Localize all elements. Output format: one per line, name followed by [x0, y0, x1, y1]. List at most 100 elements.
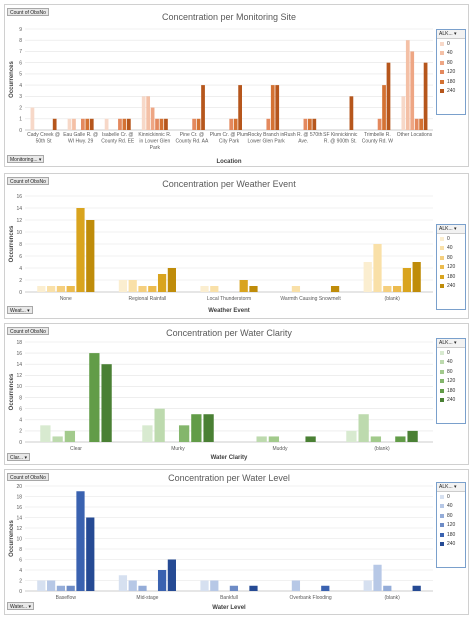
chart-monitoring-site: Concentration per Monitoring Site 0 1 2 3 4 5 6… [9, 12, 433, 165]
bar [85, 118, 90, 130]
bar [128, 280, 137, 292]
legend-label: 40 [447, 50, 453, 57]
legend-entry: 80 [437, 58, 465, 68]
legend-label: 40 [447, 503, 453, 510]
bar [56, 585, 66, 591]
legend-entry: 0 [437, 39, 465, 49]
legend-label: 0 [447, 40, 450, 47]
y-tick-label: 2 [19, 278, 22, 284]
legend-label: 180 [447, 273, 456, 280]
legend-label: 0 [447, 493, 450, 500]
count-field-button[interactable]: Count of ObsNo [7, 327, 49, 335]
bar [401, 96, 406, 130]
y-tick-label: 18 [16, 494, 22, 500]
bar [210, 286, 219, 292]
legend-filter-header[interactable]: ALK... ▾ [437, 483, 465, 492]
legend-entry: 0 [437, 234, 465, 244]
x-tick-label: None [60, 296, 72, 302]
legend-swatch [440, 542, 444, 547]
legend-entry: 180 [437, 530, 465, 540]
legend-swatch [440, 369, 444, 374]
chart-panel-water-level: Count of ObsNo Concentration per Water L… [4, 469, 469, 615]
x-tick-label: Warmth Causing Snowmelt [280, 296, 341, 302]
bar [256, 436, 267, 442]
bar [30, 107, 35, 130]
legend-filter-header[interactable]: ALK... ▾ [437, 339, 465, 348]
legend-swatch [440, 523, 444, 528]
bar [67, 118, 72, 130]
legend-filter-header[interactable]: ALK... ▾ [437, 30, 465, 39]
bar [229, 585, 239, 591]
bar [86, 220, 95, 292]
x-tick-label: SF Kinnickinnic [323, 132, 358, 138]
legend-header-label: ALK... [439, 226, 453, 232]
bar [86, 517, 95, 591]
y-axis-label: Occurrences [9, 225, 15, 262]
location-filter-button[interactable]: Monitoring... ▾ [7, 155, 45, 163]
x-tick-label: Other Locations [397, 132, 433, 138]
legend-swatch [440, 274, 444, 279]
clarity-filter-label: Clar... [10, 455, 24, 461]
chart-panel-monitoring-site: Count of ObsNo Concentration per Monitor… [4, 4, 469, 167]
x-tick-label: Pine Cr. @ [180, 132, 204, 138]
bar [178, 425, 190, 442]
y-tick-label: 5 [19, 72, 22, 78]
bar [410, 51, 415, 130]
bar [419, 118, 424, 130]
count-field-button[interactable]: Count of ObsNo [7, 177, 49, 185]
legend-header-label: ALK... [439, 484, 453, 490]
x-tick-label: Overbank Flooding [289, 595, 331, 601]
x-tick-label: Baseflow [56, 595, 77, 601]
x-tick-label: Regional Rainfall [128, 296, 166, 302]
count-field-button[interactable]: Count of ObsNo [7, 473, 49, 481]
legend-entry: 240 [437, 282, 465, 292]
legend-entry: 240 [437, 396, 465, 406]
weather-filter-button[interactable]: Weat... ▾ [7, 306, 33, 314]
filter-icon: ▾ [452, 484, 457, 490]
bar [383, 286, 392, 292]
filter-icon: ▾ [452, 31, 457, 37]
legend-filter-header[interactable]: ALK... ▾ [437, 225, 465, 234]
legend-swatch [440, 51, 444, 56]
bar [118, 575, 128, 591]
clarity-filter-button[interactable]: Clar... ▾ [7, 453, 30, 461]
bar [363, 580, 372, 591]
y-axis-label: Occurrences [9, 520, 15, 557]
legend-entry: 40 [437, 244, 465, 254]
legend-swatch [440, 89, 444, 94]
chart-water-level: Concentration per Water Level 0 2 4 6 8 10 12 14… [9, 473, 433, 611]
bar [412, 262, 421, 292]
bar [159, 118, 164, 130]
bar [52, 118, 57, 130]
y-tick-label: 4 [19, 83, 22, 89]
bar [66, 286, 75, 292]
x-tick-label: County Rd. EE [101, 139, 135, 145]
y-tick-label: 12 [16, 218, 22, 224]
weather-filter-label: Weat... [10, 308, 26, 314]
legend-entry: 40 [437, 502, 465, 512]
y-axis-label: Occurrences [9, 373, 15, 410]
y-tick-label: 0 [19, 290, 22, 296]
legend-swatch [440, 532, 444, 537]
legend-swatch [440, 360, 444, 365]
count-field-button[interactable]: Count of ObsNo [7, 8, 49, 16]
legend-swatch [440, 265, 444, 270]
bar [405, 40, 410, 130]
bar [377, 118, 382, 130]
y-tick-label: 0 [19, 128, 22, 134]
bar [148, 286, 157, 292]
x-axis-label: Location [217, 159, 242, 165]
legend-swatch [440, 70, 444, 75]
y-tick-label: 6 [19, 254, 22, 260]
level-filter-button[interactable]: Water... ▾ [7, 602, 34, 610]
bar [305, 436, 316, 442]
x-axis-label: Water Level [212, 605, 246, 611]
x-tick-label: City Park [219, 139, 240, 145]
y-tick-label: 8 [19, 38, 22, 44]
y-tick-label: 1 [19, 117, 22, 123]
bar [373, 564, 382, 591]
bar [40, 425, 51, 442]
legend-entry: 80 [437, 511, 465, 521]
legend-entry: 80 [437, 367, 465, 377]
legend-label: 0 [447, 349, 450, 356]
